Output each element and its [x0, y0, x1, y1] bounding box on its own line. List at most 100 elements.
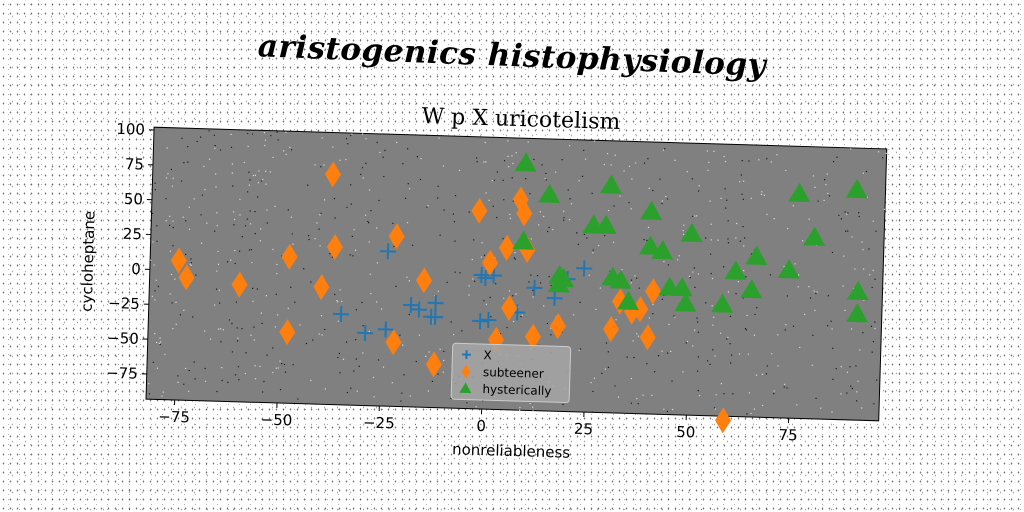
point-subteener [549, 313, 566, 340]
point-subteener [482, 249, 499, 276]
point-x [411, 301, 428, 318]
point-hysterically [724, 260, 747, 280]
point-subteener [632, 296, 649, 323]
series-X [333, 243, 593, 342]
chart-title: W p X uricotelism [421, 104, 621, 135]
x-tick-label: −75 [158, 407, 190, 426]
point-hysterically [599, 174, 622, 194]
legend-label: hysterically [482, 382, 551, 398]
y-tick-label: 25 [123, 225, 143, 244]
point-subteener [281, 243, 298, 270]
point-subteener [326, 234, 343, 260]
point-hysterically [803, 226, 826, 246]
point-x [427, 294, 444, 312]
point-hysterically [616, 290, 639, 311]
point-subteener [279, 319, 296, 346]
point-subteener [385, 329, 402, 356]
plot-noise [148, 130, 887, 416]
point-x [576, 260, 593, 277]
x-tick-label: −50 [260, 410, 292, 429]
plot-background [145, 126, 888, 422]
point-x [462, 350, 471, 359]
point-subteener [425, 351, 442, 378]
point-subteener [324, 161, 341, 188]
y-tick-label: −50 [107, 329, 139, 348]
point-hysterically [846, 303, 869, 323]
point-hysterically [788, 182, 811, 203]
point-hysterically [639, 235, 662, 255]
y-tick-label: 100 [116, 120, 145, 139]
point-hysterically [740, 279, 763, 299]
point-subteener [715, 407, 732, 434]
point-hysterically [512, 230, 535, 250]
point-x [477, 269, 494, 287]
point-x [357, 324, 374, 342]
point-subteener [645, 278, 662, 305]
legend-label: X [483, 348, 492, 362]
y-tick-label: 0 [131, 260, 141, 278]
data-points [148, 130, 887, 434]
point-hysterically [538, 183, 561, 204]
point-subteener [178, 264, 195, 291]
point-subteener [524, 323, 541, 350]
point-hysterically [651, 240, 674, 260]
x-tick-label: 50 [676, 423, 696, 442]
point-hysterically [777, 259, 800, 279]
point-subteener [231, 271, 248, 298]
point-subteener [416, 267, 433, 294]
point-hysterically [609, 269, 632, 289]
point-hysterically [594, 214, 617, 235]
point-hysterically [680, 222, 703, 243]
point-subteener [512, 186, 529, 213]
point-hysterically [846, 280, 869, 301]
y-tick-label: 75 [125, 155, 145, 174]
point-subteener [603, 316, 620, 343]
y-axis-label: cycloheptane [78, 211, 99, 312]
point-hysterically [711, 293, 734, 313]
y-tick-label: 50 [124, 190, 144, 209]
point-x [472, 313, 489, 330]
axis-ticks: −75 −50 −25 0 25 50 75 100 75 50 25 0 −25 −50 −75 [106, 120, 798, 445]
y-tick-label: −25 [108, 294, 140, 313]
point-x [526, 279, 543, 296]
point-subteener [388, 223, 405, 250]
point-x [379, 243, 397, 260]
point-x [333, 306, 350, 323]
legend-label: subteener [483, 365, 544, 381]
point-hysterically [640, 200, 663, 221]
point-x [485, 267, 502, 284]
x-tick-label: 75 [778, 426, 798, 445]
point-subteener [498, 234, 515, 261]
point-hysterically [552, 267, 575, 288]
point-subteener [170, 247, 187, 274]
series-hysterically [512, 152, 869, 323]
point-x [402, 297, 420, 314]
point-x [377, 321, 394, 338]
point-x [546, 290, 563, 307]
x-tick-label: 25 [574, 420, 594, 439]
point-subteener [461, 364, 471, 379]
point-x [427, 308, 444, 325]
x-tick-label: −25 [363, 414, 395, 433]
plot-area: W p X uricotelism nonreliableness cycloh… [78, 104, 888, 462]
point-subteener [313, 274, 330, 301]
x-axis-label: nonreliableness [452, 440, 571, 462]
x-tick-label: 0 [476, 417, 486, 435]
legend-box [450, 342, 572, 404]
point-subteener [612, 288, 629, 315]
point-subteener [516, 200, 533, 227]
point-subteener [471, 197, 488, 224]
point-subteener [519, 236, 536, 263]
point-hysterically [674, 292, 697, 312]
point-subteener [501, 294, 518, 321]
point-hysterically [514, 152, 537, 172]
point-subteener [639, 324, 656, 351]
point-hysterically [670, 277, 693, 297]
point-hysterically [459, 382, 472, 394]
point-x [480, 311, 497, 328]
point-hysterically [845, 178, 868, 199]
series-subteener [170, 161, 732, 434]
point-hysterically [745, 245, 768, 266]
